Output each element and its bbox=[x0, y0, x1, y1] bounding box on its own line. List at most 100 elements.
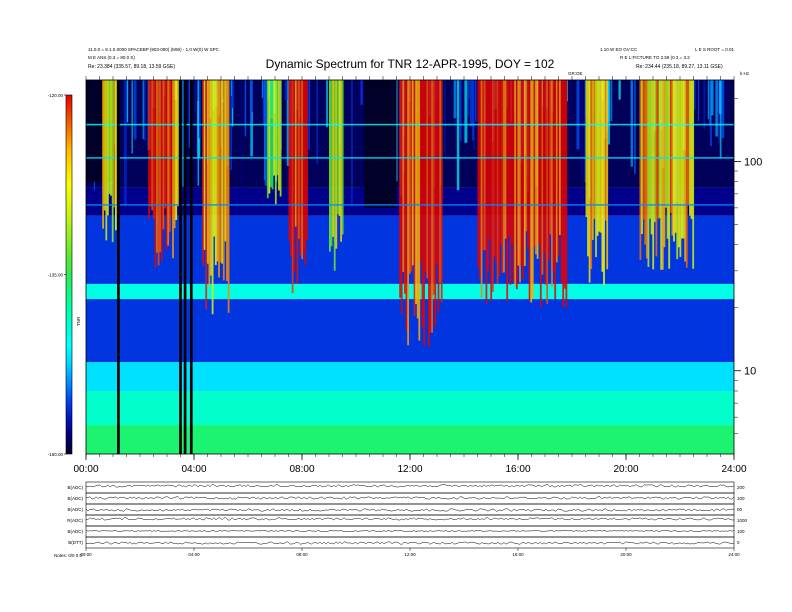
radio-burst bbox=[641, 80, 643, 235]
radio-burst bbox=[115, 80, 117, 231]
spectrum-texture bbox=[262, 80, 265, 125]
radio-burst bbox=[436, 80, 438, 264]
radio-burst bbox=[528, 80, 531, 301]
data-gap bbox=[117, 80, 120, 454]
radio-burst bbox=[172, 80, 174, 259]
panel-right-label: 100 bbox=[737, 496, 745, 501]
top-axis-ticks bbox=[85, 76, 735, 80]
panel-right-label: 0 bbox=[737, 540, 740, 545]
spectrum-texture bbox=[568, 80, 572, 133]
radio-burst bbox=[480, 80, 483, 298]
spectrum-texture bbox=[581, 80, 584, 179]
radio-burst bbox=[562, 80, 565, 308]
footer-notes: Notes: 0/0 0.0 bbox=[54, 553, 83, 558]
radio-burst bbox=[103, 80, 106, 211]
spectrum-texture bbox=[718, 80, 720, 144]
chart-title: Dynamic Spectrum for TNR 12-APR-1995, DO… bbox=[266, 57, 555, 71]
radio-burst bbox=[493, 80, 496, 256]
radio-burst bbox=[687, 80, 690, 206]
radio-burst bbox=[544, 80, 547, 285]
radio-burst bbox=[426, 80, 429, 279]
radio-burst bbox=[440, 80, 443, 303]
quiet-region bbox=[364, 80, 397, 208]
radio-burst bbox=[154, 80, 157, 268]
radio-burst bbox=[160, 80, 163, 262]
radio-burst bbox=[399, 80, 401, 298]
radio-burst bbox=[517, 80, 520, 266]
spectrum-texture bbox=[697, 80, 700, 122]
panel-right-label: 200 bbox=[737, 485, 745, 490]
radio-burst bbox=[214, 80, 217, 266]
radio-burst bbox=[538, 80, 541, 244]
radio-burst bbox=[167, 80, 170, 246]
header-right-line2: L E S ROOT = 0.01 bbox=[695, 47, 734, 52]
spectrum-texture bbox=[473, 80, 477, 129]
radio-burst bbox=[216, 80, 219, 262]
spectrum-texture bbox=[467, 80, 469, 117]
x-axis: 00:00 04:00 08:00 12:00 16:00 20:00 24:00 bbox=[73, 454, 747, 475]
colorbar-tick-label: -150.00 bbox=[48, 452, 64, 457]
radio-burst bbox=[665, 80, 667, 208]
panel-label: R(ADC) bbox=[67, 518, 83, 523]
radio-burst bbox=[270, 80, 272, 188]
spectrum-texture bbox=[464, 80, 468, 143]
radio-burst bbox=[541, 80, 544, 275]
radio-burst bbox=[511, 80, 513, 244]
radio-burst bbox=[168, 80, 171, 232]
spectrum-texture bbox=[126, 80, 129, 123]
spectrum-texture bbox=[715, 80, 718, 137]
spectrum-texture bbox=[360, 80, 362, 192]
radio-burst bbox=[543, 80, 545, 253]
radio-burst bbox=[210, 80, 212, 276]
radio-burst bbox=[682, 80, 685, 239]
radio-burst bbox=[420, 80, 422, 262]
header-left-line1: 11.0.0 = 8.1.0.0000 SPACEBP (903-090) (M… bbox=[88, 47, 220, 52]
radio-burst bbox=[523, 80, 526, 266]
radio-burst bbox=[202, 80, 204, 266]
radio-burst bbox=[525, 80, 528, 232]
radio-burst bbox=[413, 80, 416, 316]
radio-burst bbox=[176, 80, 179, 207]
spectrum-texture bbox=[459, 80, 462, 142]
interference-line bbox=[86, 204, 734, 206]
spectrum-texture bbox=[197, 80, 200, 186]
radio-burst bbox=[515, 80, 518, 290]
radio-burst bbox=[551, 80, 553, 287]
radio-burst bbox=[689, 80, 691, 216]
spectrum-texture bbox=[711, 80, 714, 116]
panel-frame bbox=[85, 514, 735, 527]
radio-burst bbox=[593, 80, 596, 219]
radio-burst bbox=[330, 80, 333, 247]
radio-burst bbox=[539, 80, 542, 308]
spectrum-texture bbox=[703, 80, 706, 130]
panel-trace bbox=[85, 541, 735, 545]
radio-burst bbox=[431, 80, 433, 333]
radio-burst bbox=[165, 80, 168, 250]
radio-burst bbox=[501, 80, 504, 273]
radio-burst bbox=[560, 80, 563, 283]
panel-trace bbox=[85, 530, 735, 532]
data-gap bbox=[189, 80, 193, 454]
radio-burst bbox=[206, 80, 209, 264]
spectrum-texture bbox=[475, 80, 477, 122]
spectrum-texture bbox=[726, 80, 731, 100]
radio-burst bbox=[491, 80, 494, 292]
radio-burst bbox=[606, 80, 609, 270]
radio-burst bbox=[301, 80, 304, 260]
footer-tick-label: 24:00 bbox=[728, 552, 740, 557]
spectrum-texture bbox=[284, 80, 288, 101]
radio-burst bbox=[156, 80, 158, 253]
spectrum-texture bbox=[468, 80, 471, 120]
x-tick-label: 24:00 bbox=[721, 464, 746, 475]
spectrum-texture bbox=[395, 80, 398, 182]
radio-burst bbox=[504, 80, 507, 239]
colorbar-label: TNR bbox=[76, 316, 81, 326]
radio-burst bbox=[402, 80, 405, 272]
radio-burst bbox=[522, 80, 525, 280]
spectrum-texture bbox=[630, 80, 633, 167]
spectrogram-plot bbox=[86, 80, 734, 454]
spectrum-texture bbox=[316, 80, 319, 165]
radio-burst bbox=[479, 80, 481, 279]
spectrum-texture bbox=[123, 80, 127, 206]
radio-burst bbox=[424, 80, 427, 273]
